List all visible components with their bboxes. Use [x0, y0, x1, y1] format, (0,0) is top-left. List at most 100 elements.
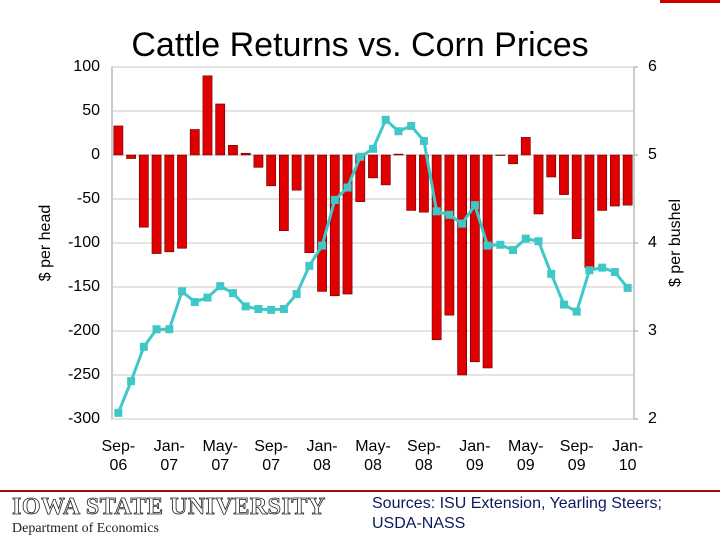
marker	[279, 305, 288, 313]
marker	[369, 144, 377, 153]
marker	[356, 152, 365, 161]
marker	[394, 127, 403, 136]
marker	[330, 195, 339, 204]
marker	[445, 210, 454, 219]
marker	[623, 283, 632, 292]
x-tick-label: Sep-08	[407, 438, 441, 474]
marker	[254, 305, 263, 313]
x-tick-label: Sep-09	[559, 438, 594, 474]
marker	[152, 325, 161, 334]
bar	[482, 154, 493, 369]
bar	[151, 154, 162, 254]
bar	[444, 154, 455, 316]
bar	[559, 154, 569, 195]
bar	[228, 145, 238, 156]
y-axis-title: $ per head	[37, 205, 54, 282]
marker	[534, 237, 543, 246]
marker	[521, 234, 530, 243]
bar	[164, 154, 175, 253]
top-strip	[660, 0, 720, 3]
marker	[127, 377, 136, 386]
marker	[407, 121, 416, 130]
marker	[178, 287, 187, 296]
marker	[598, 263, 607, 272]
bar	[368, 154, 378, 179]
y2-tick-label: 2	[648, 410, 657, 427]
x-tick-label: Jan-10	[612, 438, 644, 474]
bar	[126, 154, 136, 159]
marker	[547, 269, 556, 278]
marker	[318, 241, 327, 250]
marker	[203, 293, 212, 302]
marker	[483, 241, 492, 250]
bar	[571, 154, 582, 239]
marker	[190, 297, 199, 306]
bar	[177, 154, 187, 249]
bar	[380, 154, 391, 186]
marker	[305, 261, 314, 270]
y-tick-label: 50	[82, 102, 100, 119]
bar	[431, 154, 442, 341]
y-tick-label: -200	[68, 322, 100, 339]
marker	[610, 268, 619, 277]
bar	[253, 154, 264, 168]
bar	[266, 154, 277, 187]
marker	[267, 305, 276, 314]
logo: IOWA STATE UNIVERSITY	[12, 494, 326, 521]
bar	[584, 154, 595, 268]
bar	[138, 154, 149, 228]
x-tick-label: Jan-09	[459, 438, 491, 474]
marker	[572, 307, 581, 316]
x-tick-label: Sep-06	[101, 438, 136, 474]
y2-tick-label: 5	[648, 146, 657, 163]
x-tick-label: Sep-07	[254, 438, 289, 474]
marker	[585, 266, 594, 275]
marker	[432, 207, 441, 216]
bar	[113, 125, 124, 156]
bar	[189, 129, 200, 156]
marker	[114, 408, 123, 417]
marker	[509, 246, 518, 255]
marker	[470, 201, 479, 210]
y-tick-label: -100	[68, 234, 100, 251]
sources: Sources: ISU Extension, Yearling Steers;…	[372, 495, 662, 532]
bar	[215, 103, 226, 156]
marker	[216, 282, 225, 291]
marker	[241, 302, 250, 311]
bar	[508, 154, 518, 165]
marker	[139, 342, 148, 351]
marker	[165, 325, 174, 334]
x-tick-label: May-07	[202, 438, 238, 474]
bar	[393, 153, 404, 156]
bar	[240, 152, 251, 156]
y-tick-label: -150	[68, 278, 100, 295]
y-tick-label: 100	[73, 58, 100, 75]
x-tick-label: May-08	[355, 438, 391, 474]
chart-title: Cattle Returns vs. Corn Prices	[131, 26, 588, 64]
bar	[495, 154, 506, 156]
y-tick-label: -50	[77, 190, 100, 207]
bar	[597, 154, 608, 211]
y2-axis-title: $ per bushel	[667, 199, 684, 287]
x-tick-label: Jan-08	[306, 438, 338, 474]
bar	[202, 75, 213, 156]
marker	[559, 300, 568, 309]
department: Department of Economics	[12, 521, 159, 536]
bar	[419, 154, 429, 213]
marker	[419, 136, 428, 145]
marker	[343, 183, 352, 192]
y-tick-label: 0	[91, 146, 100, 163]
y2-tick-label: 3	[648, 322, 657, 339]
y-tick-label: -300	[68, 410, 100, 427]
bar	[457, 154, 468, 376]
bar	[406, 154, 417, 211]
bar	[469, 154, 480, 363]
y2-tick-label: 6	[648, 58, 657, 75]
bar	[520, 137, 531, 156]
bar	[291, 154, 302, 191]
bar	[317, 154, 327, 292]
bar	[342, 154, 353, 295]
bar	[622, 154, 633, 206]
